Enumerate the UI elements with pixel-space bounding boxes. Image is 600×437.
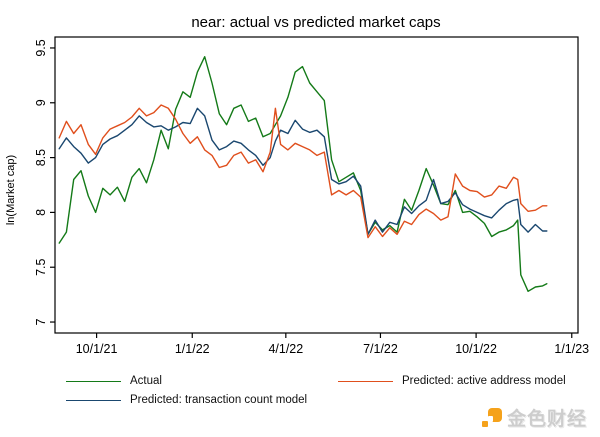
series-line-transaction-count [58,107,548,236]
y-axis-label: ln(Market cap) [5,155,17,225]
x-tick-label: 1/1/23 [554,342,589,356]
watermark-text: 金色财经 [507,409,588,430]
chart-title: near: actual vs predicted market caps [191,14,440,31]
legend-line-actual [66,380,121,382]
series-line-actual [58,56,548,292]
watermark: 金色财经 [482,404,587,431]
legend-line-transaction-count [66,399,121,401]
plot-border [54,36,579,334]
legend-line-active-address [338,380,393,382]
legend-label-actual: Actual [130,375,162,387]
y-tick-label: 7.5 [34,258,48,275]
x-tick-label: 7/1/22 [363,342,398,356]
x-tick-label: 10/1/22 [455,342,497,356]
y-tick-label: 8.5 [34,149,48,166]
y-tick-label: 7 [34,319,48,326]
legend-item-actual: Actual [66,374,162,388]
y-tick-label: 9 [34,99,48,106]
series-line-active-address [58,104,548,239]
y-tick-label: 8 [34,209,48,216]
legend-label-active-address: Predicted: active address model [402,375,566,387]
x-tick-label: 4/1/22 [268,342,303,356]
legend-item-active-address: Predicted: active address model [338,374,566,388]
x-tick-label: 10/1/21 [76,342,118,356]
axis-ticks: 10/1/21 1/1/22 4/1/22 7/1/22 10/1/22 1/1/23 7 7… [34,39,589,356]
y-tick-label: 9.5 [34,39,48,56]
legend-item-transaction-count: Predicted: transaction count model [66,393,307,407]
legend-label-transaction-count: Predicted: transaction count model [130,394,308,406]
watermark-logo-icon [482,407,502,428]
series-lines [58,56,548,292]
x-tick-label: 1/1/22 [175,342,210,356]
